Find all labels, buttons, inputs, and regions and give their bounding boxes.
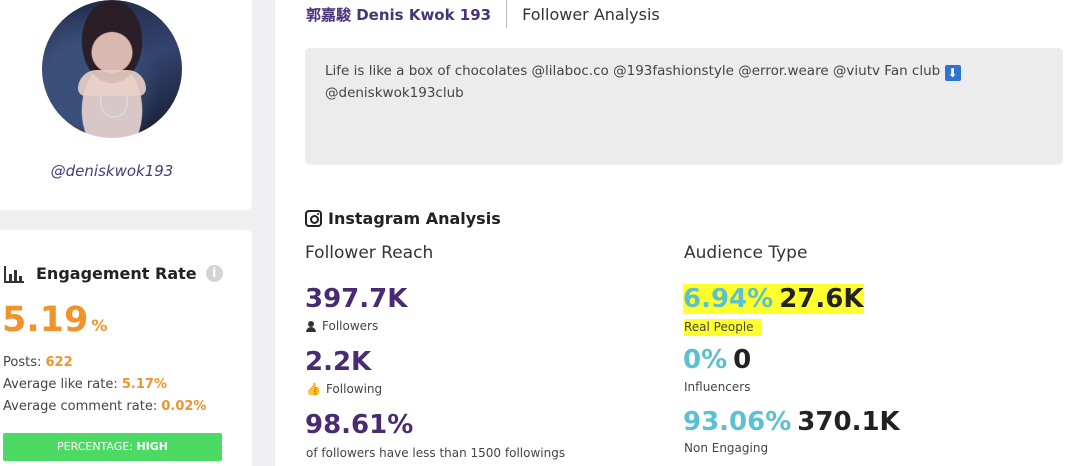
non-engaging-label: Non Engaging bbox=[684, 441, 769, 455]
account-name[interactable]: 郭嘉駿 Denis Kwok 193 bbox=[306, 5, 492, 24]
real-people-count: 27.6K bbox=[779, 284, 864, 314]
down-arrow-icon: ⬇ bbox=[944, 65, 961, 81]
following-label-text: Following bbox=[325, 382, 383, 396]
page-header: 郭嘉駿 Denis Kwok 193 Follower Analysis bbox=[306, 0, 660, 28]
profile-handle[interactable]: @deniskwok193 bbox=[50, 162, 174, 180]
comment-rate-value: 0.02% bbox=[161, 399, 207, 414]
instagram-analysis-title: Instagram Analysis bbox=[305, 209, 501, 228]
bio-box: Life is like a box of chocolates @lilabo… bbox=[305, 48, 1063, 165]
engagement-title: Engagement Rate i bbox=[4, 264, 223, 283]
bar-chart-icon bbox=[4, 265, 26, 283]
posts-value: 622 bbox=[45, 355, 73, 370]
thumbs-up-icon: 👍 bbox=[306, 382, 321, 396]
audience-type-title: Audience Type bbox=[684, 243, 808, 263]
real-people-pct: 6.94% bbox=[683, 284, 774, 314]
percentage-badge-value: HIGH bbox=[136, 440, 168, 453]
like-rate-value: 5.17% bbox=[121, 377, 167, 392]
ratio-value: 98.61% bbox=[305, 410, 414, 440]
non-engaging-stat: 93.06% 370.1K bbox=[683, 407, 900, 437]
bio-line-1: Life is like a box of chocolates @lilabo… bbox=[325, 63, 941, 79]
engagement-rate-unit: % bbox=[91, 316, 108, 335]
comment-rate-line: Average comment rate: 0.02% bbox=[3, 399, 206, 414]
left-column: @deniskwok193 Engagement Rate i 5.19% Po… bbox=[0, 0, 252, 466]
influencers-pct: 0% bbox=[683, 345, 728, 375]
non-engaging-pct: 93.06% bbox=[683, 407, 792, 437]
real-people-stat: 6.94% 27.6K bbox=[683, 284, 864, 314]
influencers-count: 0 bbox=[733, 345, 752, 375]
real-people-highlight: 6.94% 27.6K bbox=[683, 284, 864, 314]
like-rate-label: Average like rate: bbox=[3, 377, 118, 392]
tab-follower-analysis[interactable]: Follower Analysis bbox=[522, 4, 660, 24]
following-value: 2.2K bbox=[305, 347, 372, 377]
engagement-card: Engagement Rate i 5.19% Posts: 622 Avera… bbox=[0, 230, 252, 466]
followers-label: Followers bbox=[306, 319, 378, 333]
like-rate-line: Average like rate: 5.17% bbox=[3, 377, 167, 392]
main-panel: 郭嘉駿 Denis Kwok 193 Follower Analysis Lif… bbox=[275, 0, 1066, 466]
avatar[interactable] bbox=[42, 0, 182, 138]
follower-reach-title: Follower Reach bbox=[305, 243, 434, 263]
real-people-label: Real People bbox=[684, 319, 762, 336]
followers-label-text: Followers bbox=[322, 319, 379, 333]
percentage-badge-label: PERCENTAGE: bbox=[57, 440, 133, 453]
bio-text: Life is like a box of chocolates @lilabo… bbox=[325, 60, 1045, 104]
engagement-rate-number: 5.19 bbox=[2, 300, 89, 340]
user-icon bbox=[306, 320, 316, 332]
engagement-title-text: Engagement Rate bbox=[36, 264, 197, 283]
ratio-label: of followers have less than 1500 followi… bbox=[306, 446, 566, 460]
bio-line-2: @deniskwok193club bbox=[325, 85, 464, 101]
instagram-analysis-title-text: Instagram Analysis bbox=[328, 209, 501, 228]
profile-card: @deniskwok193 bbox=[0, 0, 252, 210]
header-divider bbox=[506, 0, 508, 28]
real-people-label-text: Real People bbox=[684, 319, 762, 336]
followers-value: 397.7K bbox=[305, 284, 408, 314]
info-icon[interactable]: i bbox=[205, 265, 223, 282]
engagement-rate-value: 5.19% bbox=[2, 300, 107, 340]
posts-line: Posts: 622 bbox=[3, 355, 73, 370]
influencers-stat: 0% 0 bbox=[683, 345, 751, 375]
comment-rate-label: Average comment rate: bbox=[3, 399, 158, 414]
following-label: 👍 Following bbox=[306, 382, 382, 396]
influencers-label: Influencers bbox=[684, 380, 751, 394]
posts-label: Posts: bbox=[3, 355, 42, 370]
non-engaging-count: 370.1K bbox=[797, 407, 900, 437]
instagram-icon bbox=[305, 210, 322, 227]
percentage-badge: PERCENTAGE: HIGH bbox=[3, 433, 222, 461]
